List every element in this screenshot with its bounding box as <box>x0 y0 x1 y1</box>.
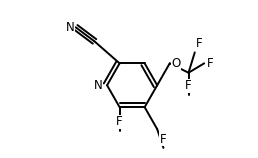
Text: F: F <box>206 57 213 70</box>
Text: F: F <box>160 133 167 146</box>
Text: O: O <box>171 57 181 70</box>
Text: N: N <box>94 79 102 92</box>
Text: F: F <box>196 37 203 50</box>
Text: F: F <box>116 115 123 128</box>
Text: F: F <box>185 79 192 92</box>
Text: N: N <box>66 21 74 34</box>
